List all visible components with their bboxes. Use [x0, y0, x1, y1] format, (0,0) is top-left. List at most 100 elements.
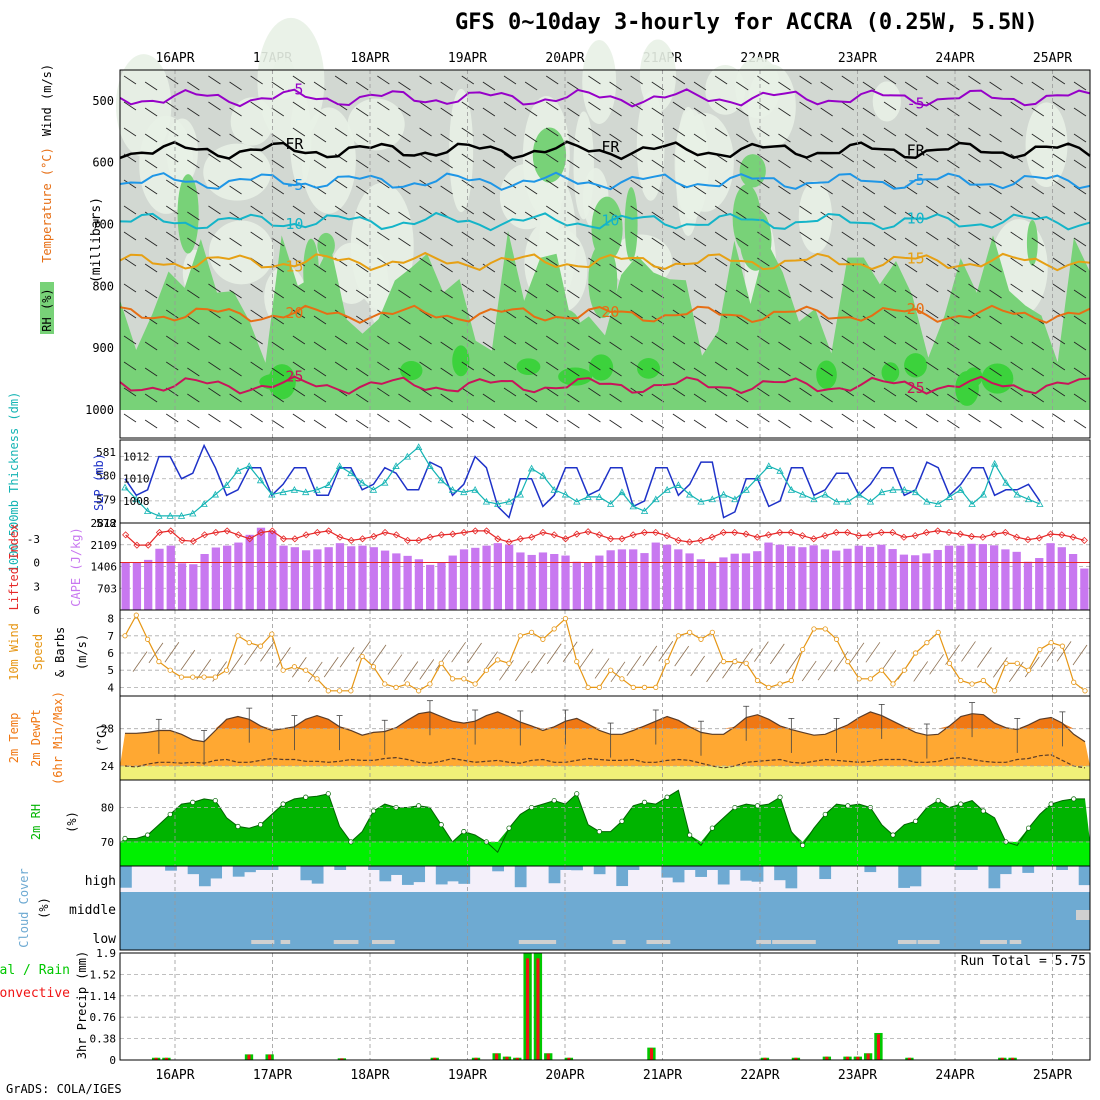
- top-day-label: 16APR: [155, 51, 194, 66]
- wind-barb: [862, 367, 876, 377]
- wind-barb: [799, 335, 812, 345]
- cape-bar: [335, 543, 345, 610]
- cape-bar: [538, 552, 548, 610]
- surface-barb: [291, 656, 307, 678]
- wind-speed-marker: [619, 676, 625, 682]
- wind-barb: [883, 413, 897, 423]
- wind-speed-marker: [879, 667, 885, 673]
- wind-barb: [377, 413, 390, 423]
- wind-barb: [693, 393, 707, 403]
- wind-barb: [1031, 133, 1044, 143]
- thickness-marker: [923, 497, 931, 505]
- cloud-high-bar: [548, 866, 561, 884]
- wind-speed-marker: [992, 688, 998, 694]
- rh-dry-patch: [747, 64, 796, 149]
- wind-barb: [440, 341, 453, 351]
- wind-barb: [588, 101, 601, 111]
- wind-barb: [356, 341, 369, 351]
- wind-barb: [693, 289, 707, 299]
- wind-barb: [968, 75, 981, 85]
- wind-barb: [904, 419, 918, 429]
- lifted-marker: [505, 538, 513, 546]
- wind-barb: [377, 179, 390, 189]
- rh2m-marker: [664, 794, 670, 800]
- pressure-tick: 600: [92, 156, 114, 170]
- top-day-label: 19APR: [448, 51, 487, 66]
- thickness-tick: 581: [96, 446, 116, 459]
- precip-tick: 0.38: [90, 1033, 117, 1046]
- precip-convective-bar: [515, 1057, 519, 1060]
- wind-barb: [482, 419, 496, 429]
- cloud-high-bar: [571, 866, 583, 871]
- bottom-day-label: 22APR: [740, 1068, 779, 1083]
- isotherm-label: -5: [285, 81, 303, 99]
- wind-barb: [693, 211, 707, 221]
- wind-barb: [292, 75, 306, 85]
- thickness-marker: [245, 462, 253, 469]
- wind-barb: [398, 159, 411, 169]
- wind-barb: [926, 75, 939, 85]
- wind-barb: [1010, 361, 1023, 371]
- lifted-marker: [832, 528, 840, 537]
- wind-barb: [503, 361, 517, 371]
- wind-barb: [630, 127, 643, 137]
- rh2m-marker: [235, 823, 241, 829]
- wind-speed-marker: [890, 681, 896, 687]
- wind-barb: [904, 367, 918, 377]
- wind-barb: [144, 367, 158, 377]
- temperature-legend-label: Temperature (°C): [40, 147, 54, 263]
- precip-convective-bar: [154, 1057, 158, 1060]
- wind-barb: [123, 413, 137, 423]
- thickness-marker: [414, 443, 423, 451]
- wind-barb: [546, 75, 559, 85]
- top-day-label: 23APR: [838, 51, 877, 66]
- wind-barb: [187, 367, 200, 377]
- thickness-marker: [731, 495, 739, 503]
- wind-barb: [968, 101, 981, 111]
- rh-saturated-patch: [516, 358, 541, 376]
- surface-barb: [1072, 644, 1088, 666]
- surface-barb: [801, 660, 817, 682]
- wind-barb: [356, 81, 369, 91]
- wind-barb: [166, 335, 179, 345]
- wind-barb: [630, 361, 643, 371]
- wind-barb: [292, 101, 306, 111]
- wind-barb: [1031, 393, 1044, 403]
- wind-barb: [229, 237, 242, 247]
- wind-speed-marker: [743, 660, 749, 666]
- wind-barb: [841, 127, 854, 137]
- rh2m-marker: [777, 794, 783, 800]
- thickness-marker: [143, 507, 152, 515]
- cape-bar: [741, 553, 751, 610]
- lifted-marker: [595, 531, 603, 539]
- wind-barb: [313, 81, 327, 91]
- lifted-marker: [607, 535, 615, 543]
- pressure-tick: 800: [92, 279, 114, 293]
- precip-convective-bar: [856, 1056, 860, 1060]
- thickness-marker: [844, 497, 852, 505]
- wind-barb: [482, 81, 496, 91]
- surface-barb: [403, 661, 419, 682]
- wind-barb: [989, 107, 1002, 117]
- wind-barb: [630, 153, 643, 163]
- wind-barb: [968, 283, 981, 293]
- wind-speed-marker: [1025, 667, 1032, 673]
- wind-barb: [736, 315, 749, 325]
- lifted-marker: [358, 535, 367, 543]
- wind-speed-marker: [201, 674, 207, 680]
- wind-barb: [778, 315, 791, 325]
- wind-barb: [651, 185, 664, 195]
- wind-barb: [1010, 413, 1023, 423]
- isotherm--5: [119, 88, 1091, 108]
- cape-bar: [606, 550, 615, 610]
- rh-moist-patch: [177, 174, 199, 254]
- wind-barb: [841, 179, 854, 189]
- wind-barb: [208, 257, 221, 267]
- surface-barb: [706, 661, 721, 683]
- precip-convective-bar: [247, 1054, 251, 1060]
- wind-barb: [926, 335, 939, 345]
- wind-barb: [630, 335, 643, 345]
- wind-barb: [1031, 419, 1044, 429]
- wind-speed-marker: [664, 658, 670, 665]
- wind-barb: [968, 387, 981, 397]
